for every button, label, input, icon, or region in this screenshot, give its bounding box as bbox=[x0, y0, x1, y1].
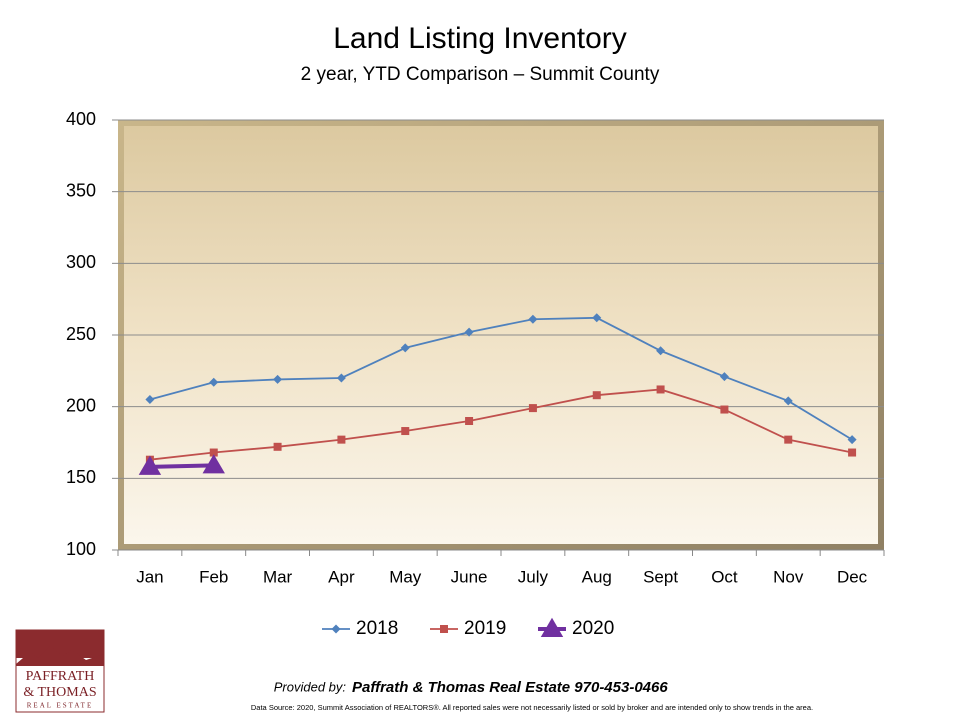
legend-label: 2018 bbox=[356, 618, 398, 639]
data-point bbox=[273, 374, 283, 384]
data-point bbox=[145, 395, 155, 404]
logo-line2: & THOMAS bbox=[23, 685, 96, 700]
provided-by: Provided by: bbox=[274, 679, 347, 694]
y-tick-label: 350 bbox=[66, 180, 96, 200]
x-tick-label: Apr bbox=[328, 567, 355, 586]
chart-title: Land Listing Inventory bbox=[333, 22, 627, 55]
x-tick-label: Aug bbox=[582, 567, 612, 586]
data-point bbox=[656, 385, 665, 394]
y-tick-label: 250 bbox=[66, 324, 96, 344]
series-line bbox=[149, 463, 214, 469]
chart-subtitle: 2 year, YTD Comparison – Summit County bbox=[301, 64, 660, 85]
data-point bbox=[847, 435, 857, 445]
data-point bbox=[464, 327, 474, 337]
data-point bbox=[783, 396, 793, 406]
data-point bbox=[202, 454, 225, 474]
legend-label: 2019 bbox=[464, 618, 506, 639]
x-tick-label: May bbox=[389, 567, 422, 586]
legend-marker bbox=[540, 617, 564, 637]
data-point bbox=[400, 343, 410, 353]
data-point bbox=[209, 448, 218, 457]
x-tick-label: Dec bbox=[837, 567, 868, 586]
data-point bbox=[719, 372, 729, 382]
data-point bbox=[465, 417, 474, 425]
data-point bbox=[848, 448, 857, 457]
x-tick-label: Sept bbox=[643, 567, 678, 586]
data-point bbox=[592, 313, 602, 323]
y-tick-label: 100 bbox=[66, 539, 96, 559]
y-tick-label: 200 bbox=[66, 395, 96, 415]
x-tick-label: Mar bbox=[263, 567, 293, 586]
data-point bbox=[401, 427, 410, 436]
x-tick-label: June bbox=[451, 567, 488, 586]
x-tick-label: Feb bbox=[199, 567, 228, 586]
series-line bbox=[149, 316, 853, 441]
legend-marker bbox=[440, 625, 448, 633]
data-point bbox=[784, 435, 793, 444]
grid bbox=[112, 119, 885, 556]
y-tick-label: 300 bbox=[66, 252, 96, 272]
data-point bbox=[720, 405, 729, 414]
data-point bbox=[138, 455, 162, 475]
data-point bbox=[592, 391, 601, 400]
series bbox=[138, 313, 857, 475]
y-tick-label: 400 bbox=[66, 109, 96, 129]
x-tick-label: Oct bbox=[711, 567, 738, 586]
data-point bbox=[209, 377, 219, 387]
data-point bbox=[337, 435, 346, 444]
data-point bbox=[273, 442, 282, 451]
data-point bbox=[656, 346, 666, 356]
x-tick-label: July bbox=[518, 567, 549, 586]
legend-marker bbox=[331, 624, 341, 634]
data-point bbox=[528, 404, 537, 413]
x-tick-label: Jan bbox=[136, 567, 163, 586]
data-source: Data Source: 2020, Summit Association of… bbox=[251, 703, 813, 712]
legend-label: 2020 bbox=[572, 618, 614, 639]
y-tick-label: 150 bbox=[66, 467, 96, 487]
series-line bbox=[149, 388, 853, 461]
logo-line3: REAL ESTATE bbox=[27, 702, 93, 710]
data-point bbox=[528, 314, 538, 324]
x-tick-label: Nov bbox=[773, 567, 804, 586]
data-point bbox=[336, 373, 346, 383]
logo-line1: PAFFRATH bbox=[26, 669, 95, 684]
logo: PAFFRATH & THOMAS REAL ESTATE bbox=[15, 629, 105, 713]
company: Paffrath & Thomas Real Estate 970-453-04… bbox=[352, 679, 668, 696]
